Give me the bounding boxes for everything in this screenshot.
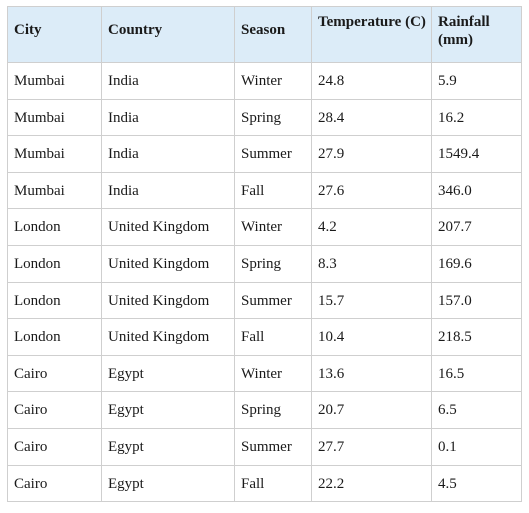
cell-temperature: 15.7: [311, 281, 432, 320]
cell-season: Spring: [234, 98, 312, 137]
table-row: Cairo Egypt Fall 22.2 4.5: [7, 464, 522, 503]
cell-city: London: [7, 318, 102, 356]
cell-season: Winter: [234, 62, 312, 100]
cell-country: Egypt: [101, 391, 235, 429]
table-row: Mumbai India Winter 24.8 5.9: [7, 62, 522, 100]
cell-city: London: [7, 244, 102, 283]
cell-rainfall: 5.9: [431, 62, 522, 100]
table-body: Mumbai India Winter 24.8 5.9 Mumbai India Sprin…: [7, 62, 522, 503]
cell-country: India: [101, 135, 235, 173]
cell-rainfall: 1549.4: [431, 135, 522, 173]
cell-temperature: 28.4: [311, 98, 432, 137]
cell-rainfall: 218.5: [431, 318, 522, 356]
cell-rainfall: 4.5: [431, 464, 522, 503]
cell-country: United Kingdom: [101, 208, 235, 246]
cell-country: Egypt: [101, 427, 235, 466]
cell-city: Cairo: [7, 464, 102, 503]
table-header-row: City Country Season Temperature (C) Rain…: [7, 6, 522, 63]
table-row: Mumbai India Summer 27.9 1549.4: [7, 135, 522, 173]
cell-rainfall: 0.1: [431, 427, 522, 466]
cell-temperature: 27.6: [311, 171, 432, 210]
table-row: Mumbai India Spring 28.4 16.2: [7, 98, 522, 137]
table-row: London United Kingdom Spring 8.3 169.6: [7, 244, 522, 283]
cell-city: London: [7, 281, 102, 320]
cell-season: Fall: [234, 318, 312, 356]
cell-country: Egypt: [101, 354, 235, 393]
table-row: Cairo Egypt Winter 13.6 16.5: [7, 354, 522, 393]
cell-city: Cairo: [7, 391, 102, 429]
table-row: London United Kingdom Winter 4.2 207.7: [7, 208, 522, 246]
cell-country: India: [101, 62, 235, 100]
cell-country: United Kingdom: [101, 244, 235, 283]
cell-country: United Kingdom: [101, 318, 235, 356]
cell-temperature: 4.2: [311, 208, 432, 246]
cell-temperature: 22.2: [311, 464, 432, 503]
climate-table-container: City Country Season Temperature (C) Rain…: [7, 6, 522, 503]
cell-rainfall: 346.0: [431, 171, 522, 210]
cell-season: Spring: [234, 244, 312, 283]
cell-temperature: 13.6: [311, 354, 432, 393]
cell-season: Summer: [234, 427, 312, 466]
cell-rainfall: 16.2: [431, 98, 522, 137]
cell-city: Mumbai: [7, 171, 102, 210]
header-temperature: Temperature (C): [311, 6, 432, 63]
table-row: Cairo Egypt Summer 27.7 0.1: [7, 427, 522, 466]
cell-season: Winter: [234, 208, 312, 246]
cell-season: Summer: [234, 281, 312, 320]
cell-city: Mumbai: [7, 98, 102, 137]
climate-table: City Country Season Temperature (C) Rain…: [7, 6, 522, 503]
cell-season: Spring: [234, 391, 312, 429]
cell-season: Fall: [234, 464, 312, 503]
table-row: Cairo Egypt Spring 20.7 6.5: [7, 391, 522, 429]
cell-temperature: 20.7: [311, 391, 432, 429]
cell-season: Summer: [234, 135, 312, 173]
cell-city: London: [7, 208, 102, 246]
cell-rainfall: 6.5: [431, 391, 522, 429]
cell-temperature: 24.8: [311, 62, 432, 100]
cell-rainfall: 16.5: [431, 354, 522, 393]
header-country: Country: [101, 6, 235, 63]
header-city: City: [7, 6, 102, 63]
cell-temperature: 8.3: [311, 244, 432, 283]
cell-season: Winter: [234, 354, 312, 393]
cell-rainfall: 169.6: [431, 244, 522, 283]
table-row: London United Kingdom Fall 10.4 218.5: [7, 318, 522, 356]
cell-country: India: [101, 98, 235, 137]
cell-country: India: [101, 171, 235, 210]
table-row: London United Kingdom Summer 15.7 157.0: [7, 281, 522, 320]
cell-rainfall: 207.7: [431, 208, 522, 246]
cell-country: United Kingdom: [101, 281, 235, 320]
cell-temperature: 27.7: [311, 427, 432, 466]
cell-rainfall: 157.0: [431, 281, 522, 320]
cell-temperature: 27.9: [311, 135, 432, 173]
table-row: Mumbai India Fall 27.6 346.0: [7, 171, 522, 210]
cell-season: Fall: [234, 171, 312, 210]
cell-city: Cairo: [7, 427, 102, 466]
cell-temperature: 10.4: [311, 318, 432, 356]
cell-city: Cairo: [7, 354, 102, 393]
header-rainfall: Rainfall (mm): [431, 6, 522, 63]
cell-city: Mumbai: [7, 135, 102, 173]
header-season: Season: [234, 6, 312, 63]
cell-country: Egypt: [101, 464, 235, 503]
cell-city: Mumbai: [7, 62, 102, 100]
